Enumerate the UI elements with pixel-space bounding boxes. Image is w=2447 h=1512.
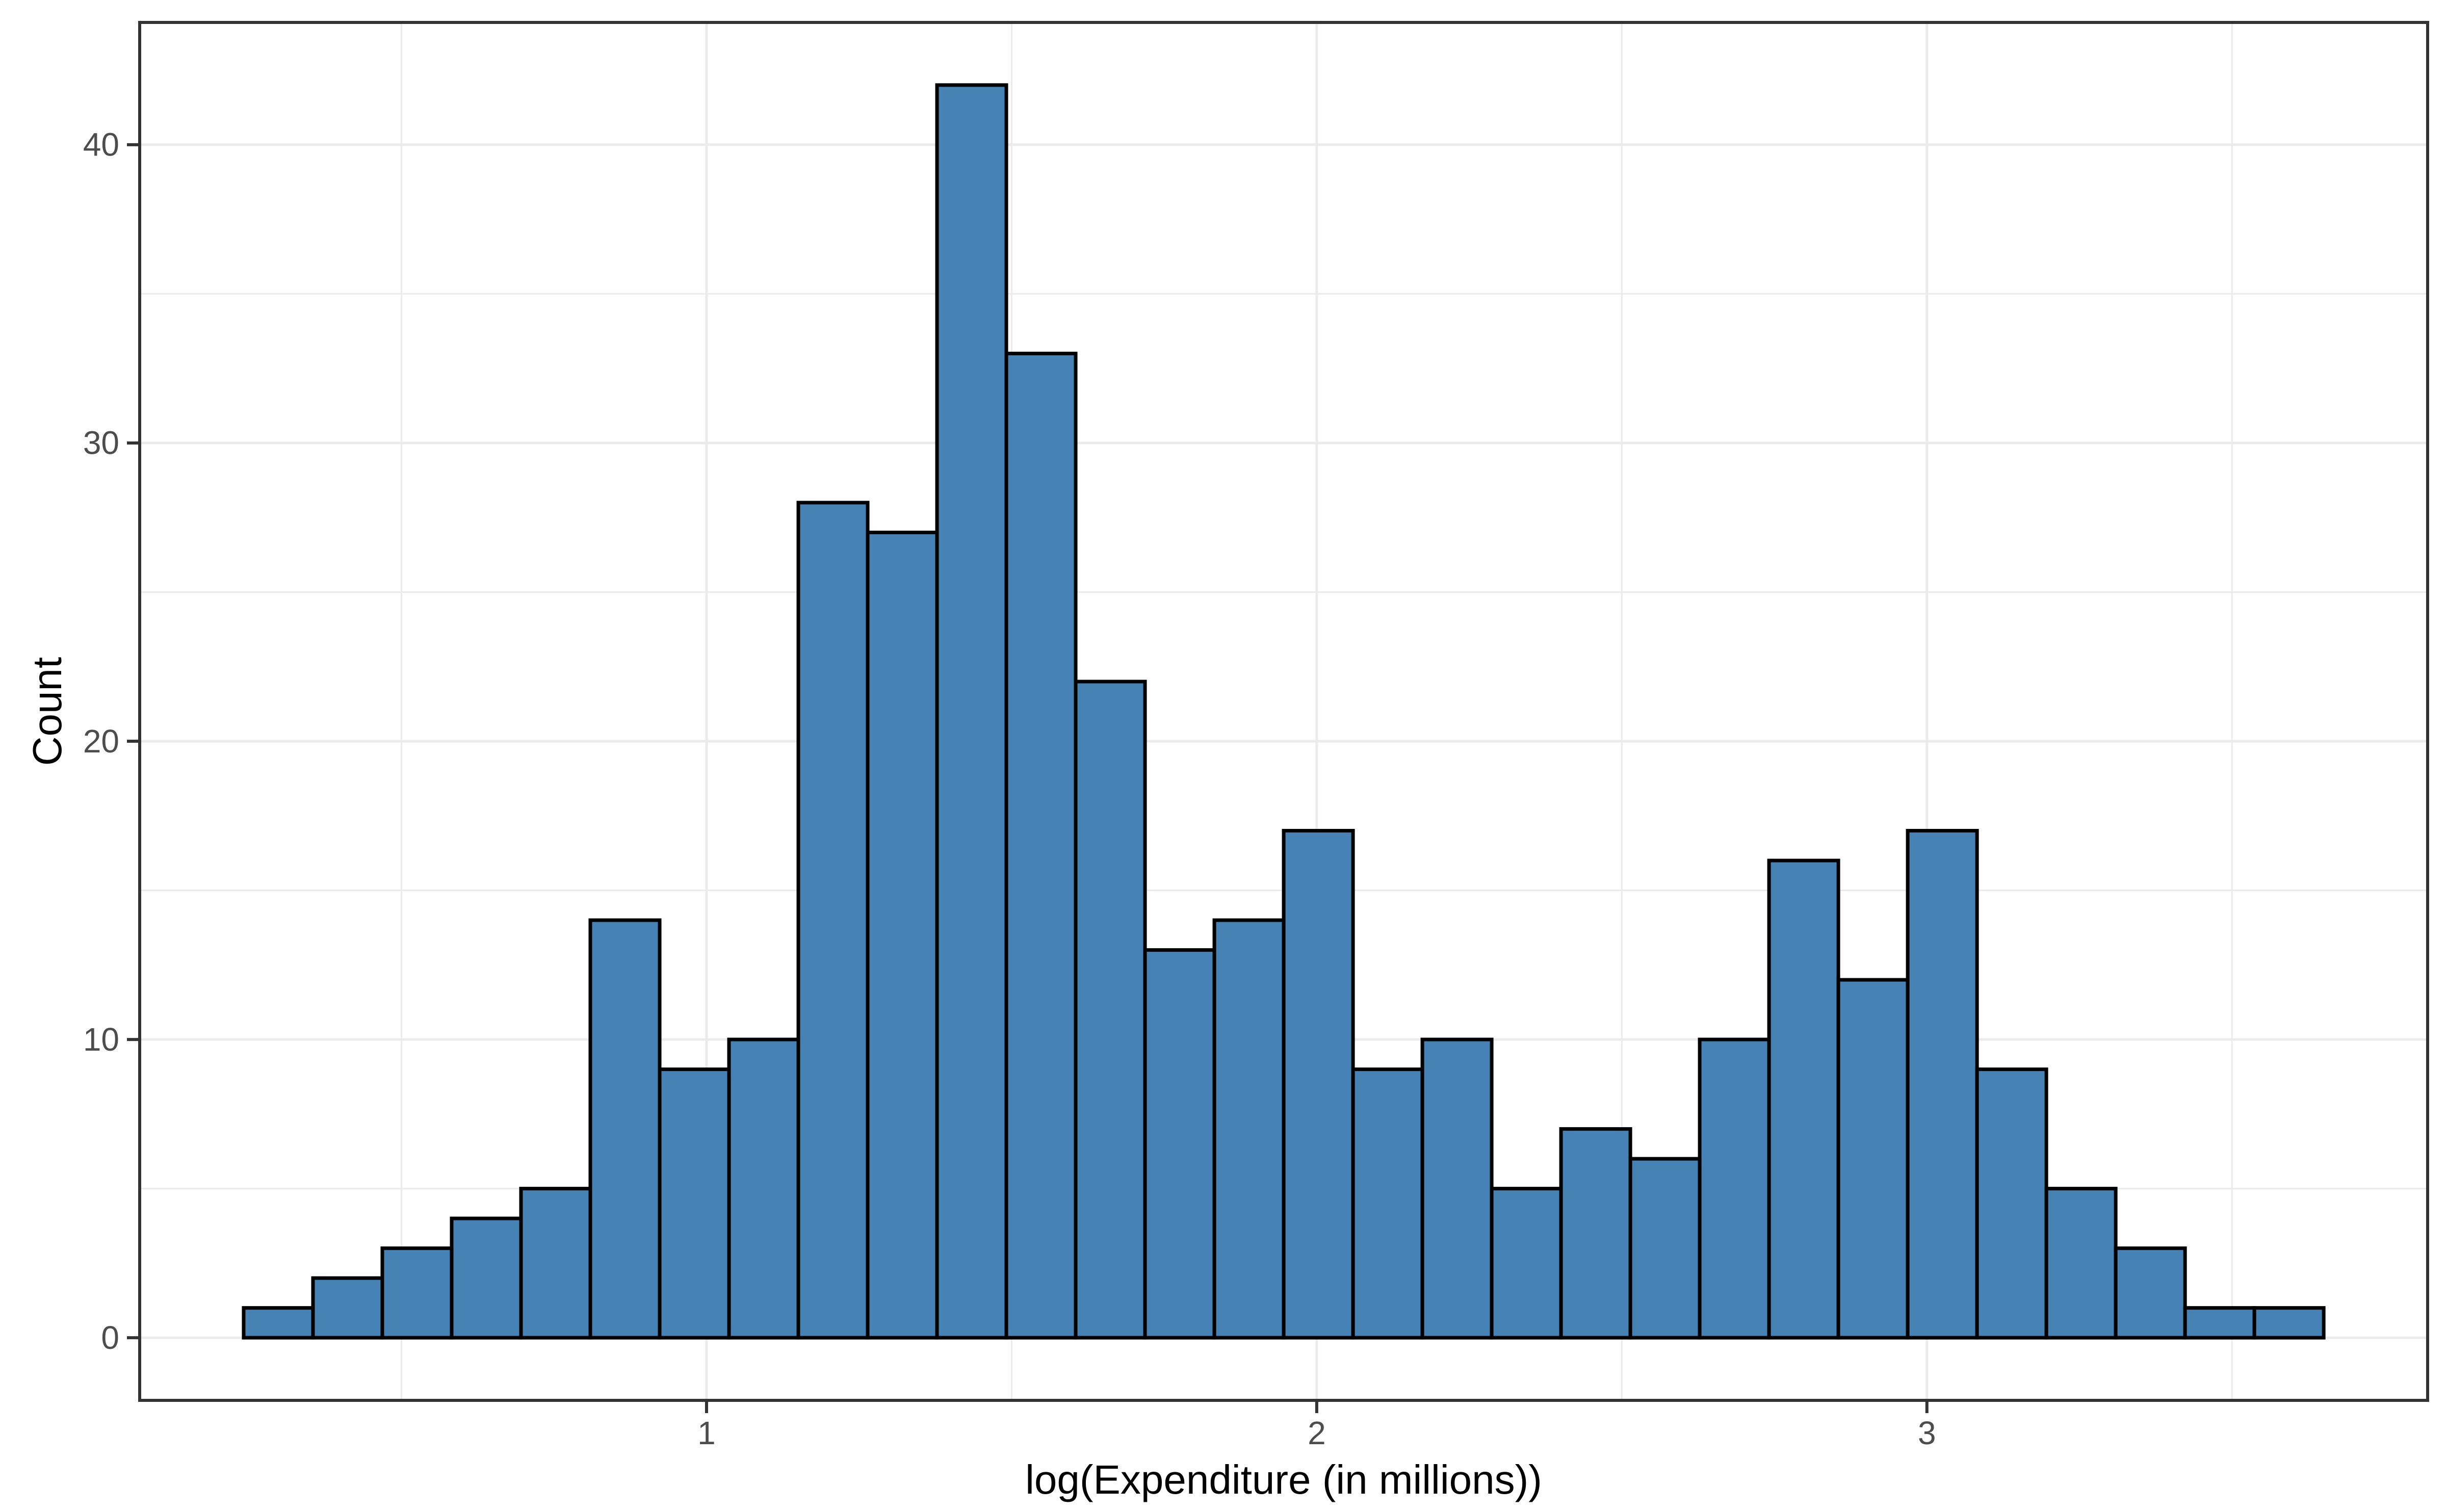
histogram-bar [2183,1306,2256,1340]
histogram-bar [519,1187,592,1340]
histogram-bar [1212,918,1286,1340]
histogram-bar [311,1276,384,1340]
histogram-bar [1004,351,1078,1340]
x-axis-tick-labels: 1 2 3 [697,1415,1936,1451]
histogram-bar [1767,858,1840,1340]
y-tick-label: 0 [101,1319,119,1356]
y-tick-label: 20 [83,723,119,760]
x-axis-title: log(Expenditure (in millions)) [1025,1457,1542,1502]
histogram-bar [1836,978,1910,1340]
histogram-bar [1143,948,1216,1340]
histogram-bar [1628,1157,1702,1340]
y-axis-tick-labels: 0 10 20 30 40 [83,126,119,1356]
histogram-bar [588,918,662,1340]
histogram-bar [242,1306,315,1340]
y-tick-label: 30 [83,425,119,461]
histogram-bar [1490,1187,1563,1340]
x-tick-label: 3 [1918,1415,1936,1451]
histogram-bar [935,83,1008,1340]
histogram-bar [866,530,939,1340]
y-axis-title: Count [24,657,70,766]
histogram-bar [380,1246,454,1340]
y-tick-label: 10 [83,1021,119,1058]
histogram-bar [1698,1037,1771,1340]
histogram-bar [1074,680,1147,1340]
histogram-bar [2114,1246,2187,1340]
histogram-bars [242,83,2326,1340]
x-tick-label: 1 [697,1415,716,1451]
panel-border [138,21,2429,1402]
histogram-bar [1282,829,1355,1340]
histogram-bar [658,1067,731,1340]
histogram-bar [2252,1306,2326,1340]
histogram-bar [1975,1067,2048,1340]
histogram-bar [1351,1067,1424,1340]
y-tick-label: 40 [83,126,119,163]
axis-tick-marks [127,143,1929,1413]
histogram-bar [796,501,870,1340]
histogram-bar [450,1216,523,1340]
histogram-bar [1559,1127,1632,1340]
histogram-bar [1420,1037,1494,1340]
histogram-bar [1906,829,1979,1340]
histogram-bar [727,1037,800,1340]
histogram-bar [2044,1187,2118,1340]
x-tick-label: 2 [1308,1415,1326,1451]
